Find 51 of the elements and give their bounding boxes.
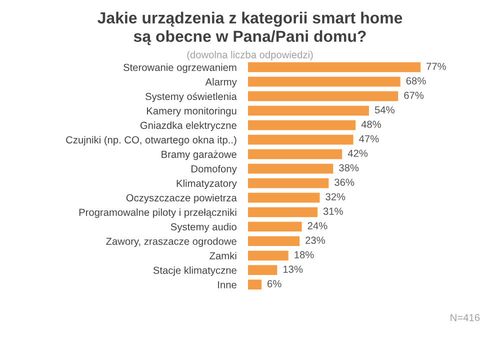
bar [248, 106, 369, 116]
text: N=416 [450, 314, 480, 322]
bar [248, 222, 302, 232]
y-tick-label: Inne [218, 281, 236, 288]
bar [248, 120, 356, 130]
y-tick-label: Bramy garażowe [162, 150, 236, 160]
y-tick-label: Stacje klimatyczne [153, 266, 236, 276]
data-label: 24% [308, 222, 328, 230]
data-label: 48% [361, 120, 382, 128]
bar [248, 149, 342, 160]
y-tick-label: Kamery monitoringu [147, 107, 236, 116]
data-label: 54% [374, 106, 394, 114]
data-label: 36% [334, 178, 354, 186]
data-label: 38% [339, 164, 359, 172]
data-label: 32% [326, 193, 346, 200]
y-tick-label: Zamki [210, 252, 236, 260]
data-label: 13% [283, 266, 303, 273]
bar [248, 280, 262, 290]
data-label: 47% [359, 135, 379, 142]
chart-title: Jakie urządzenia z kategorii smart home są obecne w Pana/Pani domu? [98, 12, 402, 46]
bar [248, 236, 300, 246]
y-tick-label: Gniazdka elektryczne [140, 122, 236, 131]
bar [248, 192, 320, 203]
y-tick-label: Klimatyzatory [176, 179, 237, 189]
y-tick-label: Systemy audio [170, 222, 236, 232]
data-label: 77% [426, 62, 446, 70]
y-tick-label: Zawory, zraszacze ogrodowe [106, 237, 236, 247]
bar [248, 250, 288, 261]
y-tick-label: Alarmy [205, 78, 237, 88]
data-label: 23% [306, 236, 326, 244]
data-label: 6% [268, 280, 282, 288]
chart-subtitle: (dowolna liczba odpowiedzi) [187, 50, 313, 60]
data-label: 67% [404, 92, 424, 99]
bar [248, 178, 329, 188]
y-tick-label: Systemy oświetlenia [146, 92, 237, 102]
y-tick-label: Programowalne piloty i przełączniki [79, 208, 236, 218]
y-tick-label: Czujniki (np. CO, otwartego okna itp..) [66, 136, 236, 146]
data-label: 68% [406, 77, 426, 84]
bar [248, 164, 334, 174]
bar [248, 76, 400, 87]
data-label: 31% [323, 208, 343, 215]
bar [248, 91, 398, 102]
y-tick-label: Domofony [192, 165, 237, 174]
y-tick-label: Sterowanie ogrzewaniem [124, 64, 236, 74]
data-label: 18% [294, 251, 314, 258]
y-tick-label: Oczyszczacze powietrza [126, 194, 237, 204]
bar [248, 265, 278, 276]
bar [248, 62, 420, 72]
bar [248, 207, 318, 218]
bar [248, 134, 354, 145]
data-label: 42% [348, 150, 368, 157]
